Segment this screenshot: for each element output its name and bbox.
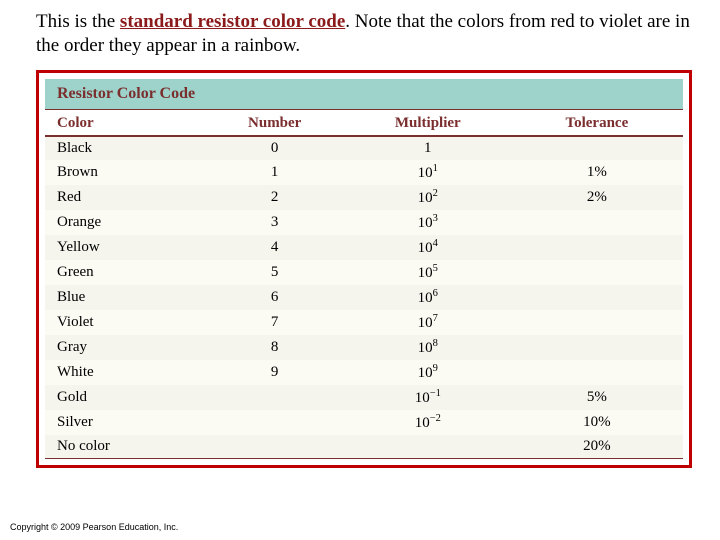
copyright-text: Copyright © 2009 Pearson Education, Inc. [10,522,178,532]
intro-text: This is the standard resistor color code… [0,0,720,66]
intro-emphasis: standard resistor color code [120,11,345,32]
table-row: Blue6106 [45,285,683,310]
cell-tolerance: 1% [511,160,683,185]
cell-tolerance [511,137,683,160]
cell-multiplier: 103 [345,210,511,235]
table-row: White9109 [45,360,683,385]
cell-multiplier: 101 [345,160,511,185]
table-header-row: Color Number Multiplier Tolerance [45,110,683,136]
table-row: Silver 10−210% [45,410,683,435]
header-multiplier: Multiplier [345,110,511,136]
cell-number [205,385,345,410]
table-row: Orange3103 [45,210,683,235]
cell-tolerance: 2% [511,185,683,210]
cell-color: Brown [45,160,205,185]
cell-multiplier: 105 [345,260,511,285]
cell-tolerance [511,310,683,335]
cell-number: 5 [205,260,345,285]
cell-color: Yellow [45,235,205,260]
cell-color: Green [45,260,205,285]
cell-color: Orange [45,210,205,235]
table-row: Black01 [45,137,683,160]
cell-multiplier: 1 [345,137,511,160]
resistor-table: Color Number Multiplier Tolerance Black0… [45,109,683,459]
table-wrap: Resistor Color Code Color Number Multipl… [45,79,683,459]
cell-color: Blue [45,285,205,310]
cell-multiplier: 106 [345,285,511,310]
table-row: Gold 10−15% [45,385,683,410]
header-color: Color [45,110,205,136]
cell-number: 2 [205,185,345,210]
cell-tolerance [511,335,683,360]
cell-color: Red [45,185,205,210]
cell-multiplier: 104 [345,235,511,260]
cell-color: Black [45,137,205,160]
intro-pre: This is the [36,11,120,32]
header-number: Number [205,110,345,136]
cell-multiplier: 107 [345,310,511,335]
cell-number: 1 [205,160,345,185]
cell-multiplier: 102 [345,185,511,210]
cell-number: 3 [205,210,345,235]
cell-number [205,410,345,435]
header-tolerance: Tolerance [511,110,683,136]
table-title: Resistor Color Code [45,79,683,109]
cell-number [205,435,345,459]
cell-tolerance [511,210,683,235]
cell-number: 9 [205,360,345,385]
table-frame: Resistor Color Code Color Number Multipl… [36,70,692,468]
cell-color: No color [45,435,205,459]
cell-tolerance [511,235,683,260]
cell-tolerance: 10% [511,410,683,435]
table-row: No color 20% [45,435,683,459]
cell-color: Silver [45,410,205,435]
cell-multiplier: 108 [345,335,511,360]
table-row: Brown11011% [45,160,683,185]
cell-tolerance [511,285,683,310]
cell-tolerance: 20% [511,435,683,459]
cell-tolerance: 5% [511,385,683,410]
cell-number: 6 [205,285,345,310]
cell-number: 4 [205,235,345,260]
table-row: Yellow4104 [45,235,683,260]
cell-multiplier: 10−2 [345,410,511,435]
table-row: Gray8108 [45,335,683,360]
cell-number: 7 [205,310,345,335]
cell-color: Violet [45,310,205,335]
cell-tolerance [511,260,683,285]
cell-multiplier [345,435,511,459]
cell-tolerance [511,360,683,385]
cell-number: 8 [205,335,345,360]
cell-number: 0 [205,137,345,160]
table-row: Green5105 [45,260,683,285]
table-row: Red21022% [45,185,683,210]
cell-multiplier: 109 [345,360,511,385]
cell-multiplier: 10−1 [345,385,511,410]
cell-color: Gray [45,335,205,360]
cell-color: White [45,360,205,385]
cell-color: Gold [45,385,205,410]
table-row: Violet7107 [45,310,683,335]
